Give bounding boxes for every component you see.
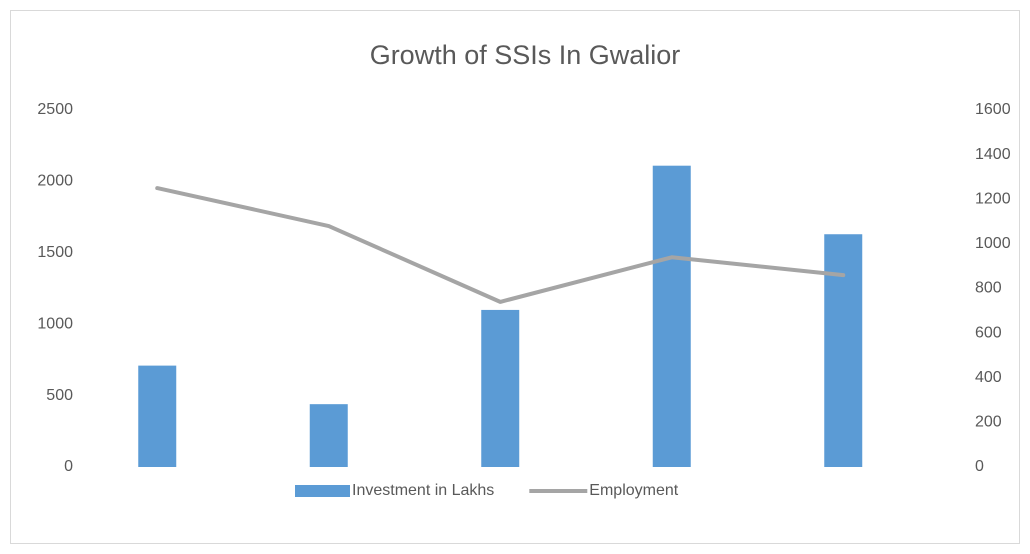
y2-tick-label: 1400 (975, 146, 1011, 163)
y-tick-label: 1000 (37, 315, 73, 332)
y-tick-label: 500 (46, 387, 73, 404)
legend-label: Employment (589, 482, 678, 499)
line (155, 186, 846, 304)
y-tick-label: 2500 (37, 101, 73, 118)
y2-tick-label: 1600 (975, 101, 1011, 118)
y-tick-label: 0 (64, 458, 73, 475)
y2-tick-label: 800 (975, 280, 1002, 297)
y-tick-label: 2000 (37, 173, 73, 190)
y2-tick-label: 200 (975, 414, 1002, 431)
bar (652, 165, 691, 467)
y2-tick-label: 400 (975, 369, 1002, 386)
legend-swatch (295, 485, 350, 497)
y-tick-label: 1500 (37, 244, 73, 261)
bar (824, 234, 863, 467)
y2-tick-label: 1000 (975, 235, 1011, 252)
bar (138, 365, 177, 467)
y2-tick-label: 1200 (975, 190, 1011, 207)
bar (481, 309, 520, 467)
bar (309, 404, 348, 467)
y2-tick-label: 0 (975, 458, 984, 475)
legend-label: Investment in Lakhs (352, 482, 494, 499)
chart-title: Growth of SSIs In Gwalior (370, 40, 681, 70)
y2-tick-label: 600 (975, 324, 1002, 341)
